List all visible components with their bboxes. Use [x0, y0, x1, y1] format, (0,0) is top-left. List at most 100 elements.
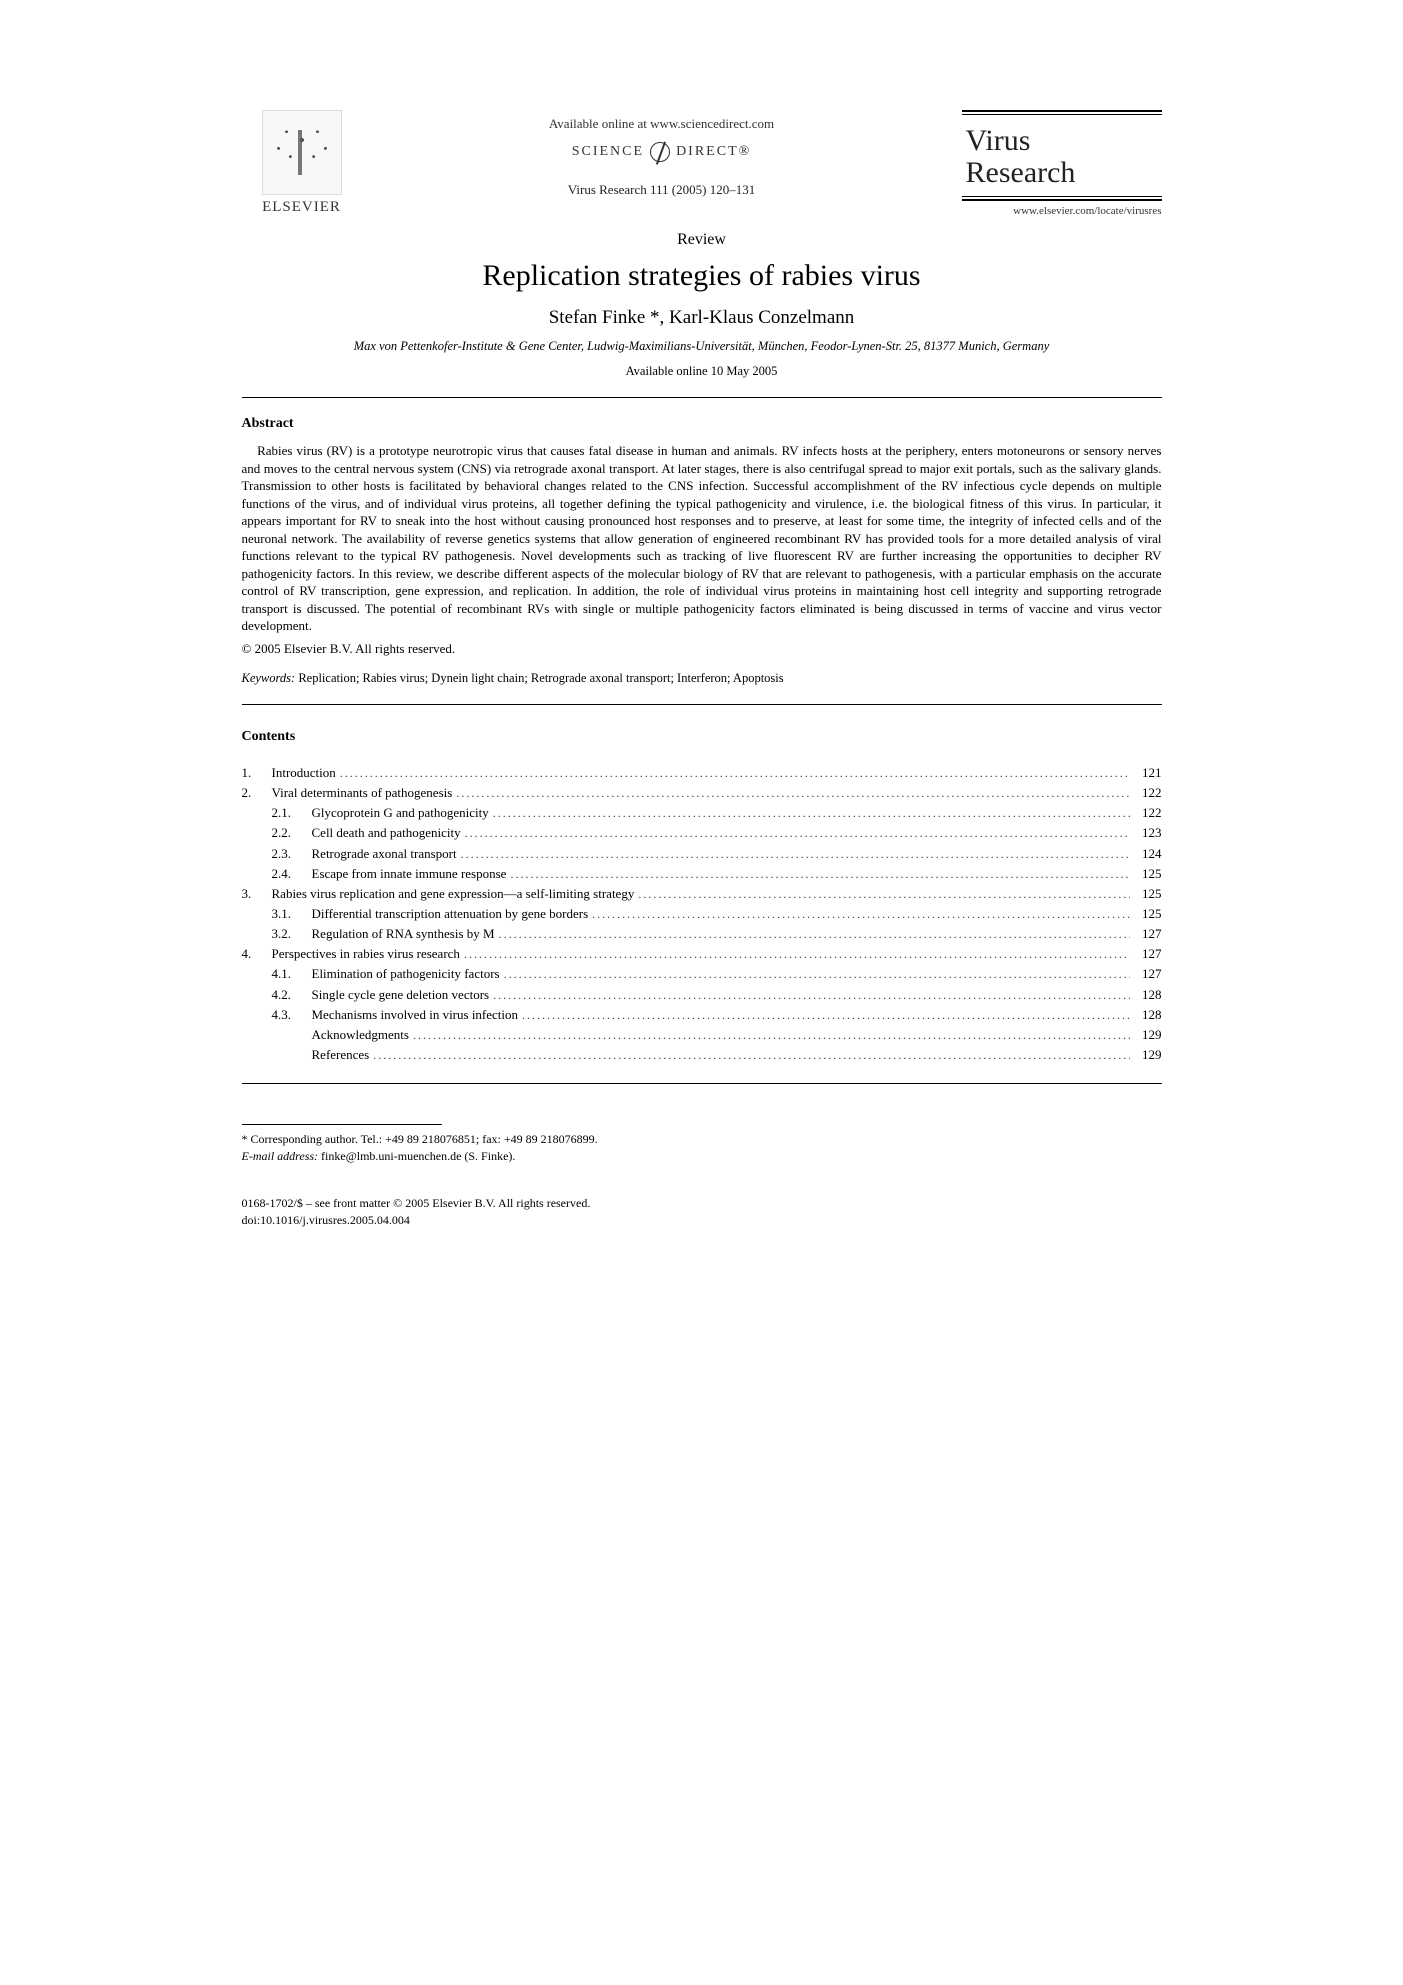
toc-leader-dots — [493, 803, 1130, 823]
toc-row: 2.4.Escape from innate immune response12… — [242, 864, 1162, 884]
toc-number: 4.2. — [272, 985, 312, 1005]
toc-number: 4.3. — [272, 1005, 312, 1025]
toc-page-number: 127 — [1134, 964, 1162, 984]
journal-title-line1: Virus — [966, 124, 1031, 157]
toc-page-number: 125 — [1134, 904, 1162, 924]
toc-number: 2.2. — [272, 823, 312, 843]
sciencedirect-compass-icon — [650, 142, 670, 162]
toc-row: Acknowledgments 129 — [242, 1025, 1162, 1045]
toc-row: 2.Viral determinants of pathogenesis122 — [242, 783, 1162, 803]
toc-number: 1. — [242, 763, 272, 783]
toc-number: 2.4. — [272, 864, 312, 884]
toc-row: 2.2.Cell death and pathogenicity 123 — [242, 823, 1162, 843]
journal-rule — [962, 196, 1162, 197]
publisher-logo-block: ELSEVIER — [242, 110, 362, 216]
toc-page-number: 124 — [1134, 844, 1162, 864]
toc-leader-dots — [373, 1045, 1130, 1065]
available-online-text: Available online at www.sciencedirect.co… — [362, 116, 962, 132]
toc-number: 4. — [242, 944, 272, 964]
toc-leader-dots — [510, 864, 1130, 884]
toc-label: Cell death and pathogenicity — [312, 823, 461, 843]
toc-page-number: 125 — [1134, 884, 1162, 904]
sciencedirect-left: SCIENCE — [572, 144, 644, 160]
toc-label: Glycoprotein G and pathogenicity — [312, 803, 489, 823]
abstract-heading: Abstract — [242, 416, 1162, 432]
toc-page-number: 123 — [1134, 823, 1162, 843]
toc-row: 1.Introduction121 — [242, 763, 1162, 783]
keywords-line: Keywords: Replication; Rabies virus; Dyn… — [242, 671, 1162, 686]
publisher-name: ELSEVIER — [242, 199, 362, 216]
toc-row: 3.Rabies virus replication and gene expr… — [242, 884, 1162, 904]
toc-label: Acknowledgments — [312, 1025, 409, 1045]
toc-page-number: 128 — [1134, 985, 1162, 1005]
toc-label: Retrograde axonal transport — [312, 844, 457, 864]
toc-leader-dots — [493, 985, 1130, 1005]
toc-page-number: 122 — [1134, 803, 1162, 823]
toc-label: Introduction — [272, 763, 336, 783]
toc-page-number: 129 — [1134, 1045, 1162, 1065]
footnote-email-line: E-mail address: finke@lmb.uni-muenchen.d… — [242, 1148, 1162, 1165]
paper-title: Replication strategies of rabies virus — [242, 259, 1162, 293]
contents-heading: Contents — [242, 729, 1162, 745]
abstract-body: Rabies virus (RV) is a prototype neurotr… — [242, 442, 1162, 635]
journal-title-box: Virus Research www.elsevier.com/locate/v… — [962, 110, 1162, 217]
toc-leader-dots — [461, 844, 1130, 864]
toc-row: 3.2.Regulation of RNA synthesis by M127 — [242, 924, 1162, 944]
footnote-rule — [242, 1124, 442, 1125]
footnote-email: finke@lmb.uni-muenchen.de (S. Finke). — [321, 1149, 515, 1163]
toc-page-number: 122 — [1134, 783, 1162, 803]
toc-leader-dots — [522, 1005, 1130, 1025]
authors-line: Stefan Finke *, Karl-Klaus Conzelmann — [242, 307, 1162, 329]
toc-number: 3.1. — [272, 904, 312, 924]
journal-rule — [962, 114, 1162, 115]
toc-leader-dots — [499, 924, 1130, 944]
journal-title-line2: Research — [966, 156, 1076, 189]
keywords-label: Keywords: — [242, 671, 296, 685]
corresponding-author-footnote: * Corresponding author. Tel.: +49 89 218… — [242, 1131, 1162, 1165]
toc-number: 2. — [242, 783, 272, 803]
toc-label: Mechanisms involved in virus infection — [312, 1005, 519, 1025]
toc-leader-dots — [413, 1025, 1130, 1045]
toc-leader-dots — [464, 944, 1130, 964]
available-online-date: Available online 10 May 2005 — [242, 364, 1162, 379]
affiliation-line: Max von Pettenkofer-Institute & Gene Cen… — [242, 339, 1162, 354]
horizontal-rule — [242, 704, 1162, 705]
toc-leader-dots — [504, 964, 1130, 984]
citation-line: Virus Research 111 (2005) 120–131 — [362, 182, 962, 198]
toc-label: Perspectives in rabies virus research — [272, 944, 460, 964]
toc-leader-dots — [340, 763, 1130, 783]
keywords-text: Replication; Rabies virus; Dynein light … — [298, 671, 783, 685]
toc-row: 4.Perspectives in rabies virus research 1… — [242, 944, 1162, 964]
toc-page-number: 128 — [1134, 1005, 1162, 1025]
toc-page-number: 127 — [1134, 944, 1162, 964]
table-of-contents: 1.Introduction1212.Viral determinants of… — [242, 763, 1162, 1065]
toc-label: References — [312, 1045, 370, 1065]
header-row: ELSEVIER Available online at www.science… — [242, 110, 1162, 217]
toc-row: 4.1.Elimination of pathogenicity factors… — [242, 964, 1162, 984]
toc-page-number: 129 — [1134, 1025, 1162, 1045]
toc-leader-dots — [456, 783, 1130, 803]
journal-rule — [962, 199, 1162, 201]
toc-label: Single cycle gene deletion vectors — [312, 985, 490, 1005]
toc-number: 2.1. — [272, 803, 312, 823]
toc-leader-dots — [465, 823, 1130, 843]
sciencedirect-logo: SCIENCE DIRECT® — [572, 142, 752, 162]
toc-number: 3. — [242, 884, 272, 904]
toc-page-number: 125 — [1134, 864, 1162, 884]
journal-first-page: ELSEVIER Available online at www.science… — [152, 60, 1252, 1288]
journal-url: www.elsevier.com/locate/virusres — [962, 205, 1162, 217]
elsevier-tree-icon — [262, 110, 342, 195]
horizontal-rule — [242, 1083, 1162, 1084]
header-center: Available online at www.sciencedirect.co… — [362, 110, 962, 198]
front-matter-line: 0168-1702/$ – see front matter © 2005 El… — [242, 1195, 1162, 1212]
toc-number: 3.2. — [272, 924, 312, 944]
journal-title: Virus Research — [962, 125, 1162, 188]
toc-page-number: 127 — [1134, 924, 1162, 944]
toc-label: Elimination of pathogenicity factors — [312, 964, 500, 984]
sciencedirect-right: DIRECT® — [676, 144, 751, 160]
copyright-line: © 2005 Elsevier B.V. All rights reserved… — [242, 641, 1162, 657]
toc-row: References 129 — [242, 1045, 1162, 1065]
bottom-meta: 0168-1702/$ – see front matter © 2005 El… — [242, 1195, 1162, 1229]
toc-row: 2.3.Retrograde axonal transport124 — [242, 844, 1162, 864]
journal-rule — [962, 110, 1162, 112]
